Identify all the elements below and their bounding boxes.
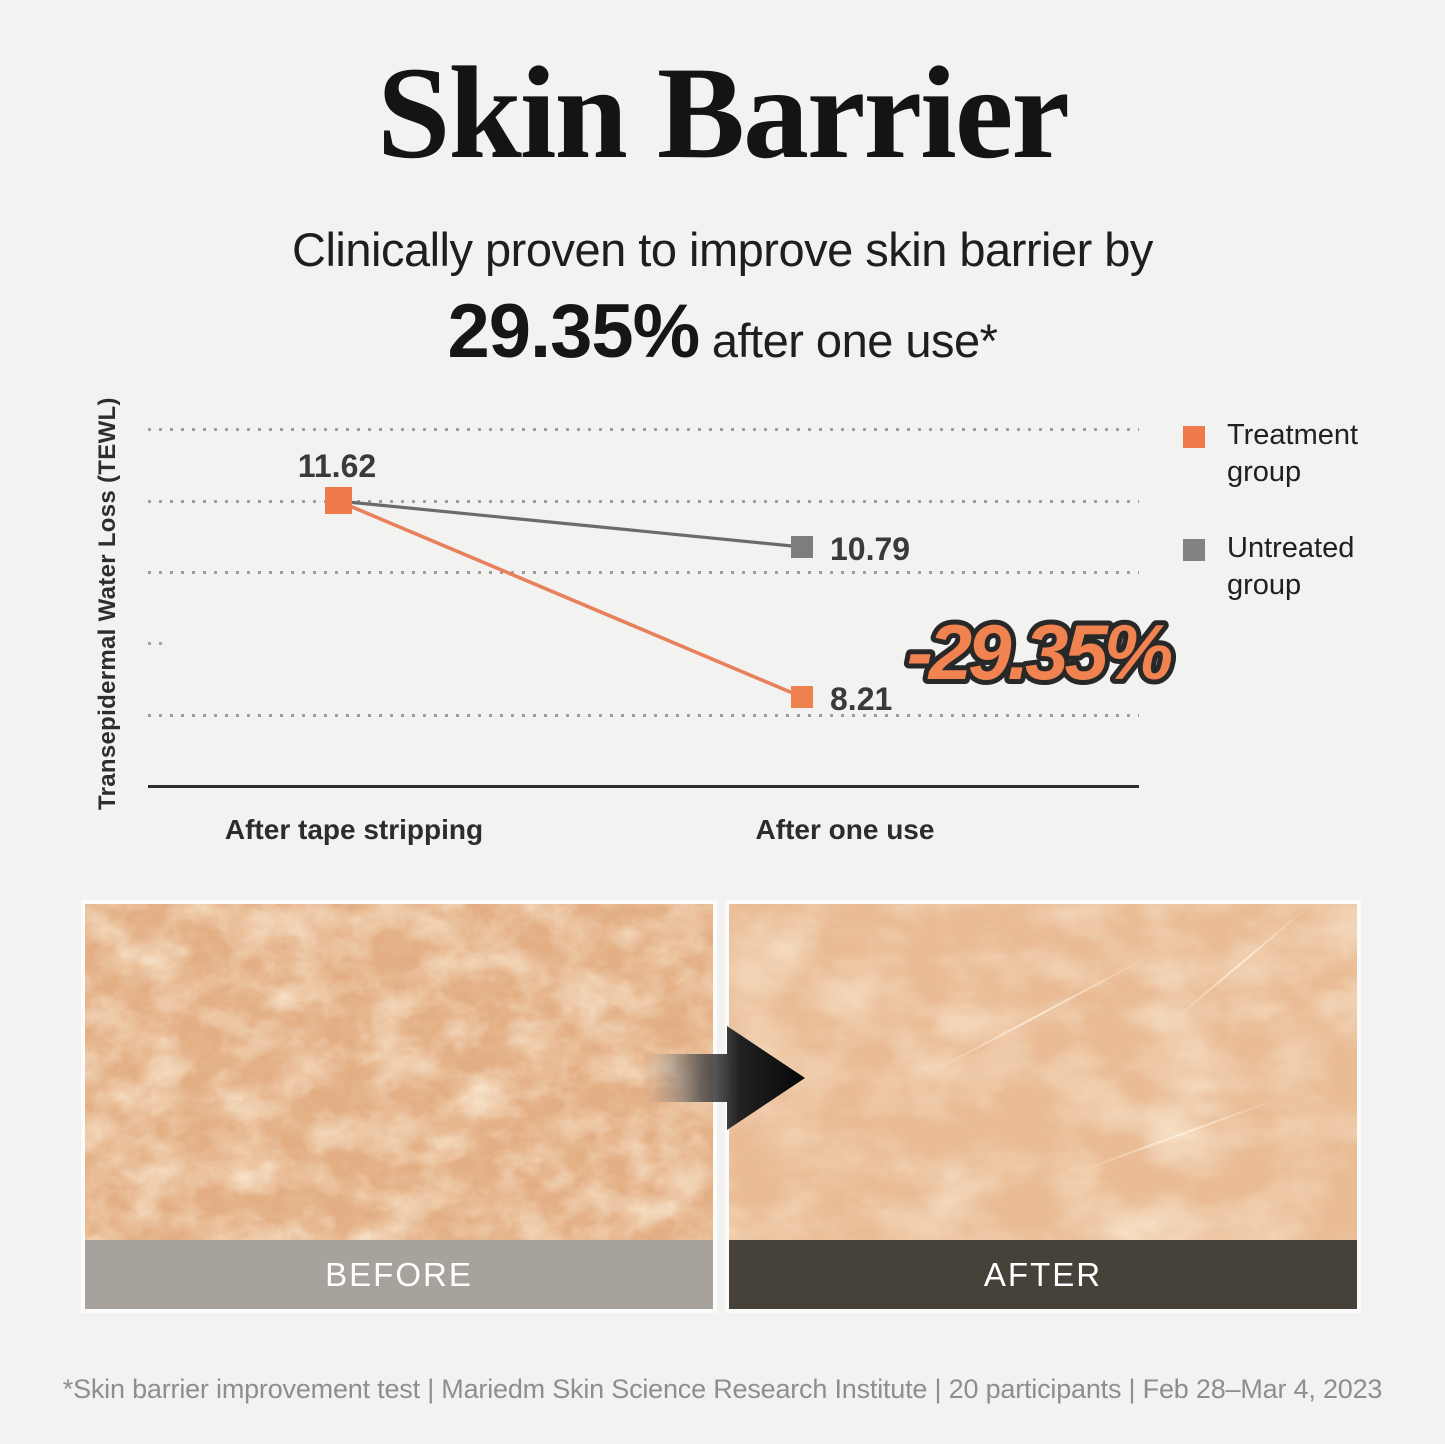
gridline (148, 500, 1139, 503)
after-label: AFTER (983, 1255, 1103, 1293)
subtitle-line2: 29.35% after one use* (0, 288, 1445, 375)
before-label-bar: BEFORE (85, 1240, 713, 1309)
percent-change-annotation: -29.35% (902, 603, 1181, 701)
study-footnote: *Skin barrier improvement test | Mariedm… (62, 1374, 1383, 1404)
skin-texture (85, 904, 713, 1240)
y-axis-label: Transepidermal Water Loss (TEWL) (94, 397, 121, 811)
treatment-line (337, 499, 803, 699)
x-axis-line (148, 785, 1139, 788)
gridline-stub (148, 642, 162, 645)
after-label-bar: AFTER (729, 1240, 1357, 1309)
legend-untreated-label: Untreated group (1227, 532, 1355, 602)
treatment-end-marker (791, 686, 813, 708)
treatment-start-marker (325, 487, 352, 514)
subtitle-percentage: 29.35% (447, 289, 701, 374)
page-title: Skin Barrier (377, 39, 1070, 186)
skin-texture (729, 904, 1357, 1240)
before-label: BEFORE (325, 1255, 473, 1293)
treatment-value-label: 8.21 (830, 681, 893, 717)
legend-treatment-label: Treatment group (1227, 419, 1359, 489)
gridline (148, 571, 1139, 574)
before-skin-photo (85, 904, 713, 1240)
start-value-label: 11.62 (297, 448, 377, 484)
untreated-line (337, 499, 803, 549)
x-label-after-tape-stripping: After tape stripping (224, 814, 484, 845)
gridline (148, 714, 1139, 717)
x-label-after-one-use: After one use (755, 814, 935, 845)
percent-change-text: -29.35% (907, 608, 1172, 696)
after-skin-photo (729, 904, 1357, 1240)
subtitle-line1: Clinically proven to improve skin barrie… (292, 223, 1153, 276)
gridline (148, 428, 1139, 431)
legend-treatment-swatch (1183, 426, 1205, 448)
untreated-end-marker (791, 536, 813, 558)
before-figure: BEFORE (85, 904, 713, 1309)
untreated-value-label: 10.79 (830, 531, 911, 567)
arrow-right-icon (643, 1026, 805, 1130)
subtitle-line2-rest: after one use* (699, 314, 998, 367)
chart-lines (337, 499, 803, 699)
after-figure: AFTER (729, 904, 1357, 1309)
legend-untreated-swatch (1183, 539, 1205, 561)
